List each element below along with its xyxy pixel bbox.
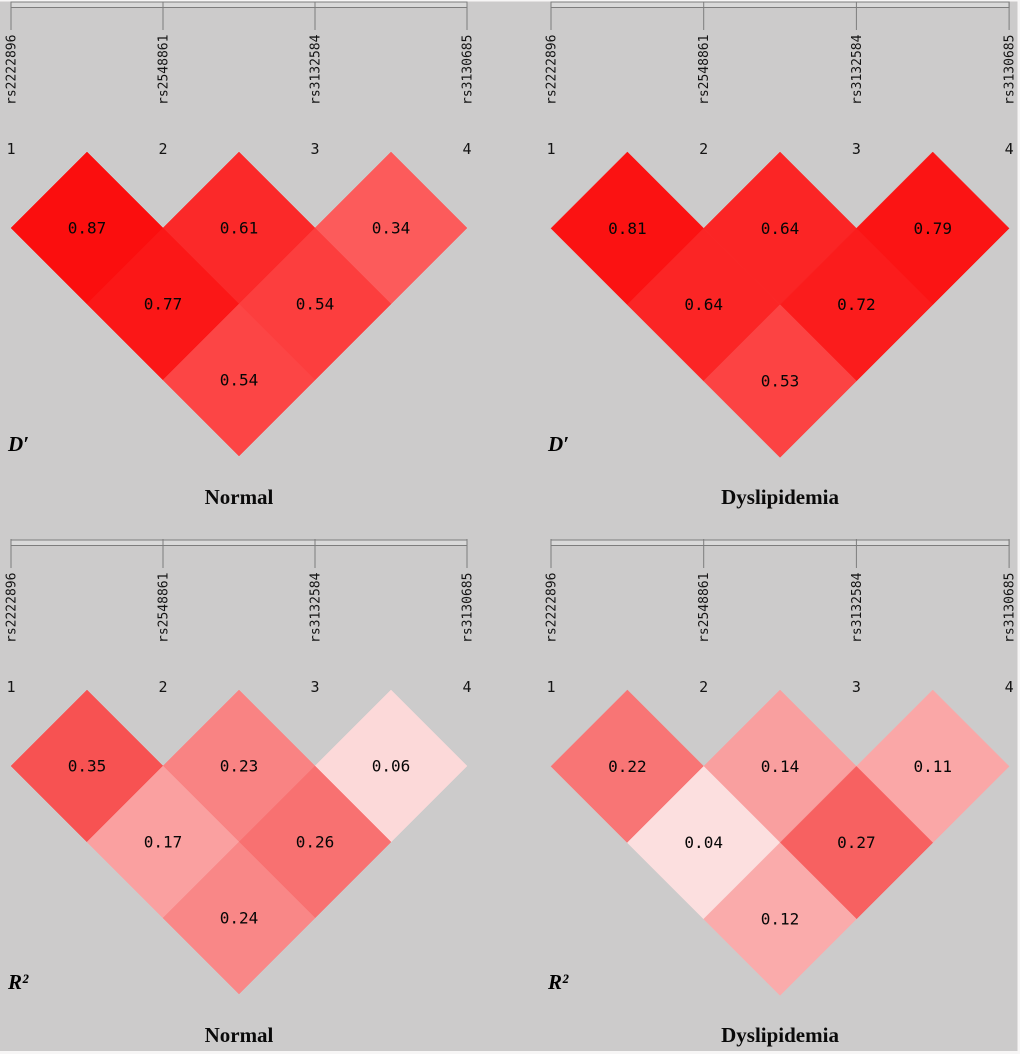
snp-number: 2 bbox=[699, 678, 708, 696]
ld-value-1-4: 0.53 bbox=[761, 372, 800, 391]
snp-label: rs3132584 bbox=[309, 34, 324, 105]
snp-number: 4 bbox=[1005, 140, 1014, 158]
marker-ruler bbox=[550, 539, 1010, 546]
snp-label: rs3132584 bbox=[850, 34, 865, 105]
snp-number: 3 bbox=[852, 140, 861, 158]
snp-label: rs3130685 bbox=[1003, 35, 1018, 105]
snp-label: rs3130685 bbox=[461, 35, 476, 105]
snp-number: 3 bbox=[310, 678, 319, 696]
ld-value-3-4: 0.79 bbox=[913, 219, 952, 238]
ld-cell-1-4 bbox=[703, 842, 857, 996]
figure-edge-top bbox=[0, 0, 1020, 2]
measure-label: D′ bbox=[7, 432, 29, 456]
ld-value-1-3: 0.77 bbox=[144, 295, 183, 314]
panel-dprime-dyslipidemia: rs2222896 1 rs2548861 2 rs3132584 3 rs3130685 4… bbox=[545, 1, 1018, 509]
snp-number: 4 bbox=[1005, 678, 1014, 696]
ld-value-1-4: 0.12 bbox=[761, 910, 800, 929]
ld-value-2-4: 0.54 bbox=[296, 295, 335, 314]
marker-ruler bbox=[10, 1, 468, 8]
snp-label: rs3130685 bbox=[461, 573, 476, 643]
snp-label: rs2222896 bbox=[5, 35, 20, 105]
snp-label: rs2222896 bbox=[545, 573, 560, 643]
snp-label: rs2222896 bbox=[5, 573, 20, 643]
ld-value-1-2: 0.81 bbox=[608, 219, 647, 238]
measure-label: R² bbox=[7, 970, 29, 994]
ld-cell-1-4 bbox=[162, 841, 316, 995]
ld-value-3-4: 0.11 bbox=[913, 757, 952, 776]
measure-label: D′ bbox=[547, 432, 569, 456]
snp-label: rs2548861 bbox=[697, 573, 712, 643]
ld-value-1-2: 0.22 bbox=[608, 757, 647, 776]
figure-edge-bottom bbox=[0, 1051, 1020, 1054]
panel-dprime-normal: rs2222896 1 rs2548861 2 rs3132584 3 rs3130685 4… bbox=[5, 1, 476, 509]
snp-label: rs2548861 bbox=[157, 573, 172, 643]
ld-value-2-4: 0.26 bbox=[296, 833, 335, 852]
ld-value-1-2: 0.87 bbox=[68, 219, 107, 238]
ld-value-2-3: 0.14 bbox=[761, 757, 800, 776]
marker-ruler bbox=[10, 539, 468, 546]
figure-edge-right bbox=[1017, 0, 1020, 1054]
snp-label: rs2548861 bbox=[697, 35, 712, 105]
snp-label: rs3132584 bbox=[309, 572, 324, 643]
ld-value-1-3: 0.64 bbox=[684, 295, 723, 314]
ld-value-1-2: 0.35 bbox=[68, 757, 107, 776]
ld-cell-1-4 bbox=[162, 303, 316, 457]
ld-cell-1-4 bbox=[703, 304, 857, 458]
group-label: Normal bbox=[205, 485, 274, 509]
ld-value-2-4: 0.27 bbox=[837, 833, 876, 852]
ld-value-1-3: 0.04 bbox=[684, 833, 723, 852]
snp-label: rs3132584 bbox=[850, 572, 865, 643]
panel-rsq-normal: rs2222896 1 rs2548861 2 rs3132584 3 rs3130685 4… bbox=[5, 539, 476, 1047]
snp-number: 2 bbox=[158, 140, 167, 158]
snp-number: 2 bbox=[158, 678, 167, 696]
snp-number: 4 bbox=[462, 140, 471, 158]
ld-value-2-4: 0.72 bbox=[837, 295, 876, 314]
ld-value-2-3: 0.64 bbox=[761, 219, 800, 238]
snp-label: rs3130685 bbox=[1003, 573, 1018, 643]
group-label: Dyslipidemia bbox=[721, 1023, 839, 1047]
group-label: Normal bbox=[205, 1023, 274, 1047]
snp-label: rs2548861 bbox=[157, 35, 172, 105]
ld-value-1-4: 0.54 bbox=[220, 371, 259, 390]
measure-label: R² bbox=[547, 970, 569, 994]
ld-value-2-3: 0.61 bbox=[220, 219, 259, 238]
ld-value-1-4: 0.24 bbox=[220, 909, 259, 928]
ld-value-3-4: 0.06 bbox=[372, 757, 411, 776]
snp-number: 2 bbox=[699, 140, 708, 158]
snp-number: 1 bbox=[546, 678, 555, 696]
ld-value-1-3: 0.17 bbox=[144, 833, 183, 852]
snp-number: 3 bbox=[852, 678, 861, 696]
snp-label: rs2222896 bbox=[545, 35, 560, 105]
ld-value-2-3: 0.23 bbox=[220, 757, 259, 776]
marker-ruler bbox=[550, 1, 1010, 8]
snp-number: 1 bbox=[6, 678, 15, 696]
group-label: Dyslipidemia bbox=[721, 485, 839, 509]
snp-number: 3 bbox=[310, 140, 319, 158]
snp-number: 1 bbox=[6, 140, 15, 158]
ld-value-3-4: 0.34 bbox=[372, 219, 411, 238]
snp-number: 4 bbox=[462, 678, 471, 696]
panel-rsq-dyslipidemia: rs2222896 1 rs2548861 2 rs3132584 3 rs3130685 4… bbox=[545, 539, 1018, 1047]
snp-number: 1 bbox=[546, 140, 555, 158]
